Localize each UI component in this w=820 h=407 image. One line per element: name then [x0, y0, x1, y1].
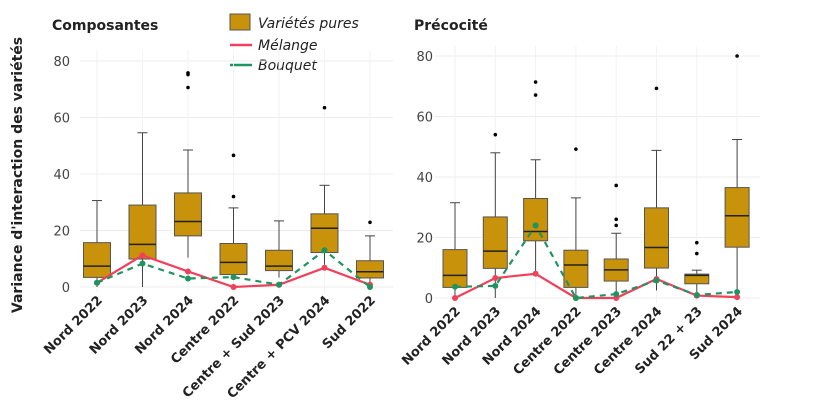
y-tick-label: 20	[416, 232, 433, 247]
series-point	[734, 294, 741, 301]
box	[174, 192, 202, 237]
series-point	[185, 275, 191, 282]
box	[684, 273, 710, 285]
series-point	[492, 275, 499, 282]
y-tick-label: 60	[416, 111, 433, 126]
legend-label-bouquet: Bouquet	[258, 58, 317, 74]
box	[356, 260, 384, 279]
box	[482, 216, 508, 269]
series-line-melange	[454, 272, 738, 300]
y-tick-label: 20	[53, 225, 70, 240]
series-point	[734, 288, 741, 295]
series-point	[452, 283, 458, 290]
box	[523, 197, 549, 242]
series-point	[613, 291, 620, 298]
outlier-point	[614, 223, 618, 228]
legend-label-melange: Mélange	[258, 38, 318, 54]
series-point	[230, 284, 237, 290]
outlier-point	[368, 220, 372, 225]
legend: Variétés pures Mélange Bouquet	[229, 13, 359, 74]
y-tick-label: 40	[416, 171, 433, 186]
legend-swatch-box	[229, 13, 251, 31]
box	[219, 242, 248, 276]
series-point	[492, 282, 499, 289]
outlier-point	[186, 85, 190, 90]
outlier-point	[533, 80, 538, 84]
series-point	[452, 295, 458, 301]
series-point	[532, 270, 539, 277]
outlier-point	[654, 86, 659, 91]
series-point	[321, 247, 328, 254]
series-point	[653, 277, 660, 284]
series-point	[367, 284, 373, 290]
outlier-point	[231, 194, 236, 199]
series-point	[693, 291, 700, 298]
y-tick-label: 0	[425, 292, 433, 307]
y-tick-label: 80	[53, 55, 70, 70]
outlier-point	[735, 54, 739, 58]
panel-title-left: Composantes	[52, 18, 158, 34]
outlier-point	[231, 153, 236, 158]
y-tick-label: 0	[62, 281, 70, 296]
series-point	[230, 274, 237, 281]
series-point	[185, 268, 191, 275]
series-point	[94, 279, 100, 286]
box	[83, 242, 111, 278]
box	[442, 249, 468, 288]
outlier-point	[186, 72, 190, 77]
box	[724, 187, 750, 248]
y-tick-label: 60	[53, 112, 70, 127]
outlier-point	[533, 93, 538, 97]
outlier-point	[493, 132, 498, 137]
box	[128, 204, 157, 260]
series-point	[276, 281, 282, 288]
panel-title-right: Précocité	[414, 18, 488, 34]
series-point	[139, 260, 146, 267]
outlier-point	[695, 240, 699, 245]
box	[644, 207, 669, 269]
box	[310, 213, 339, 254]
outlier-point	[614, 183, 618, 188]
outlier-point	[695, 251, 699, 256]
series-point	[321, 264, 328, 271]
box	[265, 249, 293, 272]
series-point	[572, 295, 579, 301]
series-point	[532, 222, 539, 229]
series-point	[139, 252, 146, 259]
legend-label-pures: Variétés pures	[258, 16, 359, 32]
outlier-point	[614, 217, 618, 222]
y-axis-label: Variance d'interaction des variétés	[10, 37, 26, 313]
outlier-point	[574, 147, 578, 151]
outlier-point	[322, 105, 327, 110]
y-tick-label: 80	[416, 50, 433, 65]
box	[563, 249, 589, 288]
y-tick-label: 40	[53, 168, 70, 183]
